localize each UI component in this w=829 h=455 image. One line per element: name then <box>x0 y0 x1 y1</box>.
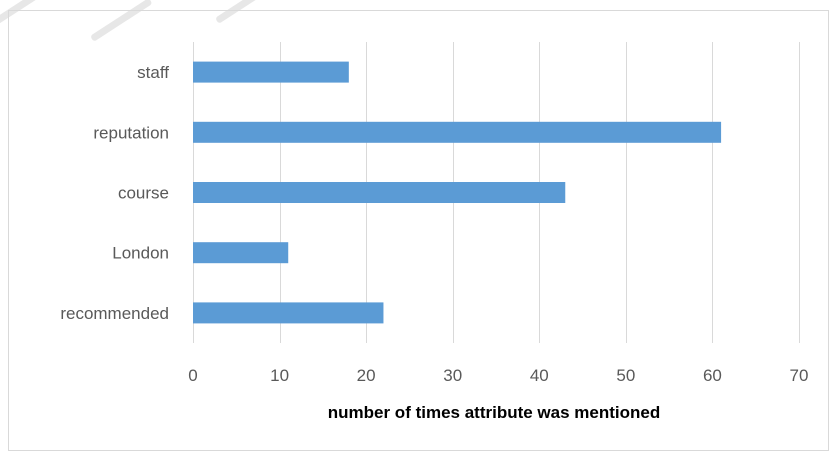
x-tick-label: 40 <box>530 366 549 385</box>
bars <box>193 61 722 324</box>
y-tick-label: London <box>112 244 169 263</box>
y-tick-label: reputation <box>93 123 169 142</box>
bar-staff <box>193 61 349 83</box>
bar-recommended <box>193 302 384 324</box>
x-tick-label: 60 <box>703 366 722 385</box>
x-tick-label: 10 <box>270 366 289 385</box>
x-tick-label: 0 <box>188 366 197 385</box>
x-axis-title: number of times attribute was mentioned <box>328 403 661 422</box>
y-tick-label: recommended <box>60 304 169 323</box>
y-tick-label: course <box>118 184 169 203</box>
x-tick-label: 30 <box>443 366 462 385</box>
y-axis-tick-labels: staff reputation course London recommended <box>60 63 169 323</box>
bar-london <box>193 242 289 264</box>
x-tick-label: 50 <box>616 366 635 385</box>
x-axis-tick-labels: 0 10 20 30 40 50 60 70 <box>188 366 808 385</box>
bar-reputation <box>193 121 722 143</box>
bar-course <box>193 182 566 203</box>
gridlines <box>193 42 800 343</box>
x-tick-label: 70 <box>790 366 809 385</box>
y-tick-label: staff <box>137 63 169 82</box>
x-tick-label: 20 <box>357 366 376 385</box>
